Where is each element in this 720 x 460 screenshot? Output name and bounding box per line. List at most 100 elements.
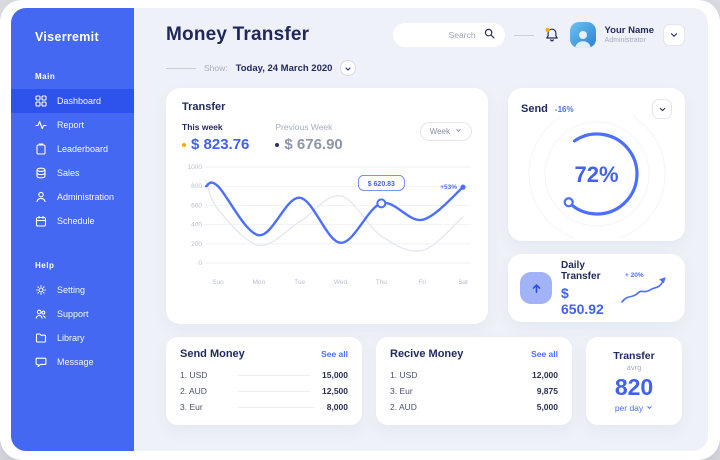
message-icon xyxy=(35,356,47,368)
topbar: Money Transfer xyxy=(166,22,685,48)
svg-text:Sun: Sun xyxy=(212,279,224,286)
svg-text:200: 200 xyxy=(191,241,202,248)
amount-value: 8,000 xyxy=(326,402,348,412)
sales-icon xyxy=(35,167,47,179)
chevron-down-icon xyxy=(455,127,462,136)
sidebar-item-sales[interactable]: Sales xyxy=(11,161,134,185)
sidebar-item-message[interactable]: Message xyxy=(11,350,134,374)
range-value: Week xyxy=(429,127,450,136)
transfer-card: Transfer This week $ 823.76 Previous Wee… xyxy=(166,88,488,324)
previous-week-stat: Previous Week $ 676.90 xyxy=(275,122,343,153)
range-selector[interactable]: Week xyxy=(419,122,472,141)
transfer-line-chart: 0 200 400 600 800 1000 Sun Mon Tue Wed Thu Fri Sat $ … xyxy=(188,164,471,286)
amount-value: 12,000 xyxy=(532,370,558,380)
svg-text:600: 600 xyxy=(191,202,202,209)
series-this-week xyxy=(204,181,465,244)
end-marker xyxy=(460,184,466,190)
library-icon xyxy=(35,332,47,344)
arrow-up-icon xyxy=(520,272,552,304)
show-date-value: Today, 24 March 2020 xyxy=(235,62,333,74)
dashboard-icon xyxy=(35,95,47,107)
previous-week-value: $ 676.90 xyxy=(284,136,343,153)
topbar-right: Your Name Administrator xyxy=(392,22,685,48)
user-name: Your Name xyxy=(604,24,654,36)
sidebar-item-support[interactable]: Support xyxy=(11,302,134,326)
notification-bell-icon[interactable] xyxy=(543,26,561,44)
chevron-down-icon xyxy=(658,102,667,117)
setting-icon xyxy=(35,284,47,296)
transfer-avg-card: Transfer avrg 820 per day xyxy=(586,337,682,425)
svg-text:Wed: Wed xyxy=(334,279,348,286)
sidebar-item-report[interactable]: Report xyxy=(11,113,134,137)
send-money-see-all-link[interactable]: See all xyxy=(321,349,348,359)
transfer-avg-title: Transfer xyxy=(613,349,655,362)
amount-value: 15,000 xyxy=(322,370,348,380)
schedule-icon xyxy=(35,215,47,227)
table-row: 3. Eur 8,000 xyxy=(180,399,348,415)
svg-text:Thu: Thu xyxy=(376,279,388,286)
transfer-stats: This week $ 823.76 Previous Week $ 676.9… xyxy=(182,122,472,153)
daily-change-badge: + 20% xyxy=(625,272,644,279)
sidebar-item-administration[interactable]: Administration xyxy=(11,185,134,209)
sidebar-item-label: Library xyxy=(57,333,85,343)
transfer-avg-value: 820 xyxy=(614,373,654,400)
app-logo: Viserremit xyxy=(35,30,99,44)
support-icon xyxy=(35,308,47,320)
row-divider xyxy=(238,390,310,392)
decorative-line xyxy=(166,67,196,69)
progress-end-marker xyxy=(563,197,574,208)
date-dropdown-button[interactable] xyxy=(340,60,357,76)
per-day-selector[interactable]: per day xyxy=(615,403,653,413)
sidebar-item-label: Message xyxy=(57,357,94,367)
transfer-card-title: Transfer xyxy=(182,101,226,113)
progress-percent: 72% xyxy=(574,162,619,187)
user-menu-button[interactable] xyxy=(663,24,685,46)
sidebar-item-leaderboard[interactable]: Leaderboard xyxy=(11,137,134,161)
chevron-down-icon xyxy=(669,28,679,43)
chart-wrap: 0 200 400 600 800 1000 Sun Mon Tue Wed Thu Fri Sat $ … xyxy=(182,159,472,294)
svg-text:Mon: Mon xyxy=(253,279,266,286)
receive-money-see-all-link[interactable]: See all xyxy=(531,349,558,359)
leaderboard-icon xyxy=(35,143,47,155)
highlight-marker xyxy=(376,198,387,209)
this-week-label: This week xyxy=(182,122,223,132)
user-block: Your Name Administrator xyxy=(605,26,654,45)
sidebar-item-label: Schedule xyxy=(57,216,95,226)
send-card: Send -16% 72% xyxy=(508,88,685,241)
currency-label: 2. AUD xyxy=(180,386,207,396)
svg-text:Fri: Fri xyxy=(418,279,426,286)
send-money-title: Send Money xyxy=(180,348,245,360)
per-day-label: per day xyxy=(614,402,644,413)
svg-text:Sat: Sat xyxy=(458,279,468,286)
bottom-row: Send Money See all 1. USD 15,000 2. AUD 12,… xyxy=(166,337,685,425)
search-input[interactable] xyxy=(419,29,478,41)
receive-money-rows: 1. USD 12,000 3. Eur 9,875 2. AUD 5,000 xyxy=(390,367,558,415)
transfer-avg-subtitle: avrg xyxy=(626,362,642,372)
chart-tooltip xyxy=(357,175,405,191)
svg-text:$ 620.83: $ 620.83 xyxy=(368,181,395,188)
sidebar-item-dashboard[interactable]: Dashboard xyxy=(11,89,134,113)
svg-text:1000: 1000 xyxy=(188,164,203,171)
sidebar-item-setting[interactable]: Setting xyxy=(11,278,134,302)
daily-transfer-value: $ 650.92 xyxy=(561,284,604,317)
svg-text:0: 0 xyxy=(198,260,202,267)
sidebar-item-label: Leaderboard xyxy=(57,144,109,154)
table-row: 1. USD 12,000 xyxy=(390,367,558,383)
avatar[interactable] xyxy=(569,22,596,48)
sidebar-item-label: Administration xyxy=(57,192,115,202)
header-divider xyxy=(513,34,534,36)
administration-icon xyxy=(35,191,47,203)
send-menu-button[interactable] xyxy=(652,99,672,119)
send-money-rows: 1. USD 15,000 2. AUD 12,500 3. Eur 8,000 xyxy=(180,367,348,415)
search-box[interactable] xyxy=(392,23,505,47)
send-money-card: Send Money See all 1. USD 15,000 2. AUD 12,… xyxy=(166,337,362,425)
sidebar-item-schedule[interactable]: Schedule xyxy=(11,209,134,233)
this-week-dot-icon xyxy=(182,142,186,147)
page-title: Money Transfer xyxy=(166,24,310,45)
table-row: 2. AUD 12,500 xyxy=(180,383,348,399)
chevron-down-icon xyxy=(344,61,352,76)
row-divider xyxy=(238,374,310,376)
date-filter-bar: Show: Today, 24 March 2020 xyxy=(166,60,685,76)
sidebar-item-library[interactable]: Library xyxy=(11,326,134,350)
sidebar-item-label: Dashboard xyxy=(57,96,102,106)
